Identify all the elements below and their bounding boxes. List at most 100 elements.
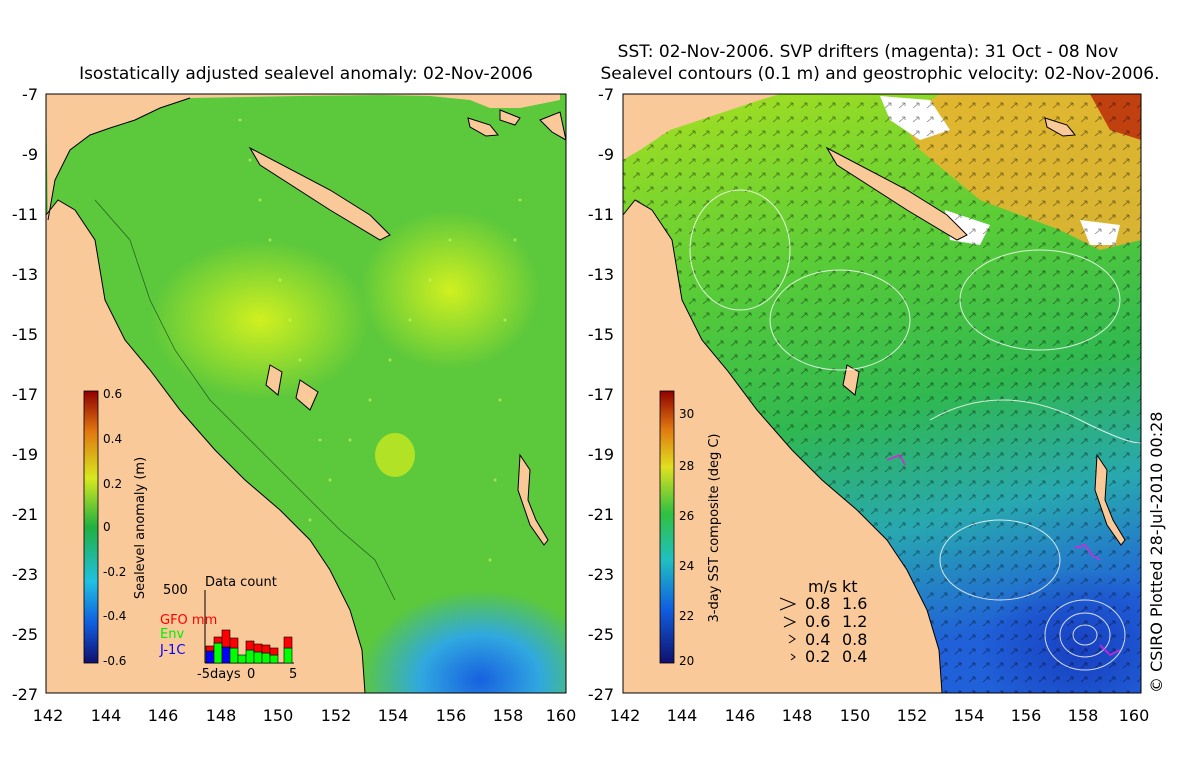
data-count-max: 500 — [163, 583, 188, 598]
right-y-tick: -13 — [588, 265, 614, 284]
right-y-tick: -11 — [588, 205, 614, 224]
left-x-tick: 158 — [493, 706, 524, 725]
left-x-tick: 150 — [263, 706, 294, 725]
sst-colorbar-tick: 28 — [679, 459, 694, 473]
arrow-glyph — [790, 653, 796, 661]
right-panel-title-line1: SST: 02-Nov-2006. SVP drifters (magenta)… — [618, 42, 1119, 62]
left-y-tick: -19 — [12, 445, 38, 464]
sla-colorbar-tick: -0.2 — [103, 565, 126, 579]
left-y-tick: -7 — [22, 85, 38, 104]
right-y-tick: -7 — [598, 85, 614, 104]
velocity-ms: 0.4 — [805, 630, 830, 649]
land-australia — [623, 200, 942, 693]
left-x-tick: 146 — [148, 706, 179, 725]
right-x-tick: 152 — [897, 706, 928, 725]
sla-colorbar-label: Sealevel anomaly (m) — [133, 457, 148, 599]
sla-colorbar: 0.6 0.4 0.2 0 -0.2 -0.4 -0.6 Sealevel an… — [83, 387, 148, 668]
arrow-glyph — [788, 634, 796, 644]
arrow-glyph — [779, 597, 797, 611]
land-australia — [46, 200, 365, 693]
left-x-tick: 148 — [206, 706, 237, 725]
sla-low-region — [360, 590, 566, 693]
left-x-tick: 142 — [33, 706, 64, 725]
sst-colorbar-tick: 24 — [679, 559, 694, 573]
right-x-tick: 158 — [1068, 706, 1099, 725]
right-x-tick: 146 — [725, 706, 756, 725]
left-y-tick: -11 — [12, 205, 38, 224]
left-y-tick: -21 — [12, 505, 38, 524]
velocity-kt: 1.2 — [842, 612, 867, 631]
right-x-tick: 148 — [782, 706, 813, 725]
left-x-axis: 142 144 146 148 150 152 154 156 158 160 — [33, 706, 577, 725]
left-x-tick: 144 — [91, 706, 122, 725]
left-y-axis: -7 -9 -11 -13 -15 -17 -19 -21 -23 -25 -2… — [12, 85, 38, 704]
right-y-tick: -19 — [588, 445, 614, 464]
arrow-glyph — [783, 616, 797, 628]
velocity-legend-header-ms: m/s — [808, 577, 837, 596]
left-y-tick: -13 — [12, 265, 38, 284]
data-count-x-start: -5days — [197, 667, 241, 682]
legend-j1c: J-1C — [159, 643, 185, 658]
velocity-ms: 0.2 — [805, 647, 830, 666]
left-map-frame — [45, 93, 567, 694]
right-x-tick: 150 — [840, 706, 871, 725]
sla-colorbar-tick: -0.4 — [103, 609, 126, 623]
right-x-tick: 156 — [1011, 706, 1042, 725]
sst-colorbar-label: 3-day SST composite (deg C) — [707, 433, 722, 622]
left-panel-title: Isostatically adjusted sealevel anomaly:… — [79, 64, 533, 84]
right-y-tick: -9 — [598, 145, 614, 164]
right-y-axis: -7 -9 -11 -13 -15 -17 -19 -21 -23 -25 -2… — [588, 85, 614, 704]
sla-colorbar-tick: 0.6 — [103, 387, 122, 401]
left-x-tick: 160 — [546, 706, 577, 725]
right-y-tick: -21 — [588, 505, 614, 524]
left-y-tick: -17 — [12, 385, 38, 404]
sealevel-contours — [689, 189, 1141, 671]
left-y-tick: -9 — [22, 145, 38, 164]
sla-high-region — [360, 210, 540, 370]
right-panel-title-line2: Sealevel contours (0.1 m) and geostrophi… — [600, 64, 1159, 84]
right-y-tick: -15 — [588, 325, 614, 344]
right-map-frame — [622, 93, 1142, 694]
island — [248, 146, 391, 241]
velocity-kt: 0.8 — [842, 630, 867, 649]
sst-colorbar-tick: 20 — [679, 654, 694, 668]
velocity-legend-header-kt: kt — [842, 577, 858, 596]
velocity-ms: 0.6 — [805, 612, 830, 631]
right-y-tick: -17 — [588, 385, 614, 404]
legend-env: Env — [160, 627, 184, 642]
velocity-ms: 0.8 — [805, 594, 830, 613]
left-x-tick: 154 — [378, 706, 409, 725]
velocity-kt: 1.6 — [842, 594, 867, 613]
data-count-inset: Data count 500 GFO mm Env J-1C -5days 0 — [159, 575, 297, 682]
credit-text: © CSIRO Plotted 28-Jul-2010 00:28 — [1147, 412, 1166, 693]
sla-colorbar-tick: 0 — [103, 520, 111, 534]
right-y-tick: -27 — [588, 685, 614, 704]
left-x-tick: 156 — [436, 706, 467, 725]
svp-drifter-tracks — [886, 454, 1121, 656]
land-png — [623, 94, 780, 160]
right-x-tick: 154 — [954, 706, 985, 725]
right-x-axis: 142 144 146 148 150 152 154 156 158 160 — [610, 706, 1150, 725]
sla-high-region — [150, 240, 370, 400]
sst-colorbar-tick: 26 — [679, 509, 694, 523]
sst-colorbar-tick: 30 — [679, 407, 694, 421]
left-y-tick: -15 — [12, 325, 38, 344]
sla-colorbar-tick: -0.6 — [103, 654, 126, 668]
sla-colorbar-tick: 0.2 — [103, 477, 122, 491]
island — [825, 146, 968, 241]
sst-colorbar-tick: 22 — [679, 609, 694, 623]
right-y-tick: -25 — [588, 625, 614, 644]
land-png — [46, 94, 560, 220]
left-y-tick: -27 — [12, 685, 38, 704]
velocity-kt: 0.4 — [842, 647, 867, 666]
sla-colorbar-tick: 0.4 — [103, 432, 122, 446]
data-count-x-mid: 0 — [247, 667, 255, 682]
left-map: Isostatically adjusted sealevel anomaly:… — [12, 64, 577, 725]
data-count-x-end: 5 — [289, 667, 297, 682]
left-y-tick: -25 — [12, 625, 38, 644]
legend-gfo: GFO mm — [160, 613, 217, 628]
right-x-tick: 142 — [610, 706, 641, 725]
right-y-tick: -23 — [588, 565, 614, 584]
velocity-legend: m/s kt 0.8 1.6 0.6 1.2 0.4 0.8 0.2 0.4 — [779, 577, 867, 666]
